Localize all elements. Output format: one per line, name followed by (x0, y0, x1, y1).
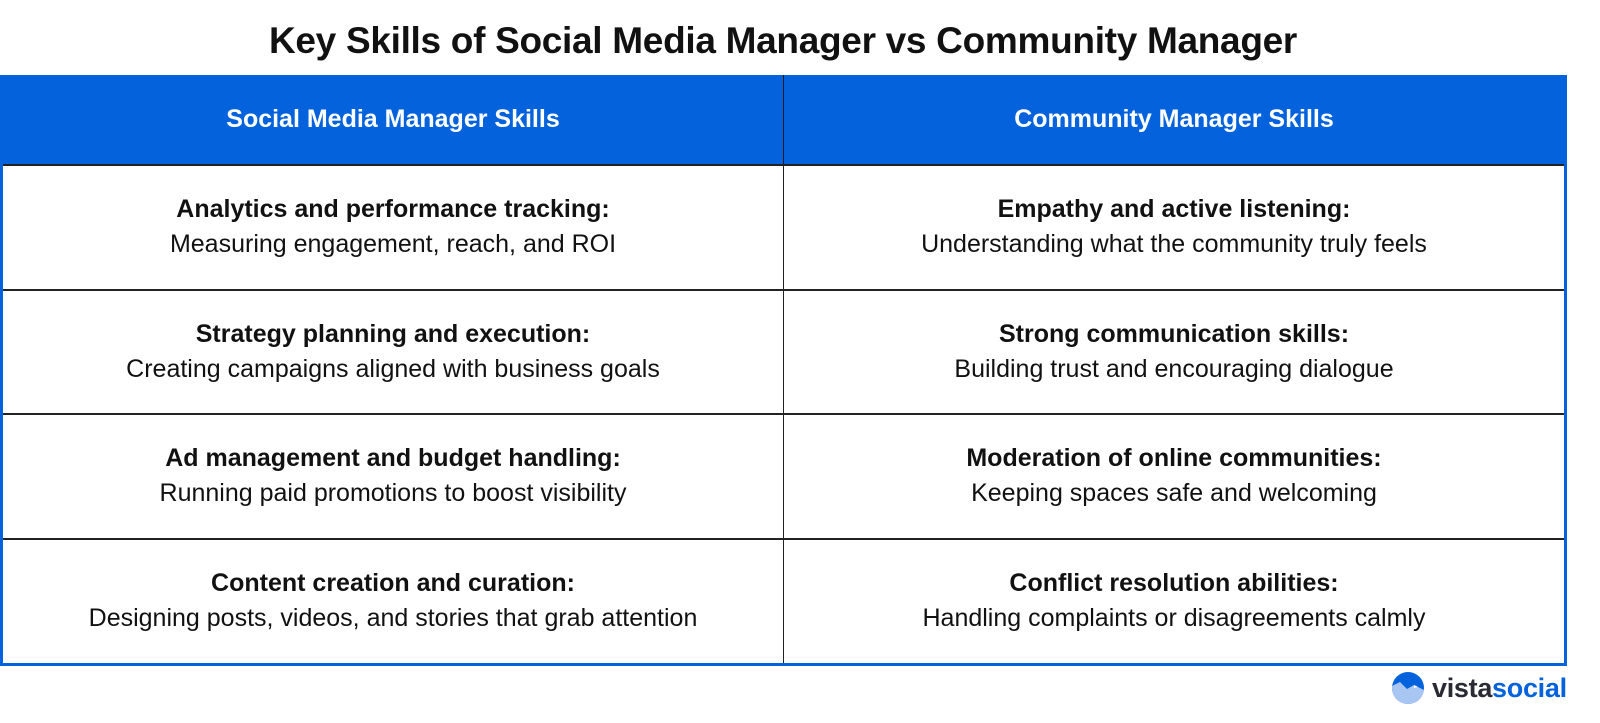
logo-text-social: social (1492, 672, 1567, 703)
skill-name: Conflict resolution abilities: (1009, 569, 1339, 598)
mountain-circle-icon (1392, 672, 1424, 704)
community-skill-cell: Empathy and active listening: Understandi… (783, 164, 1564, 290)
social-media-skill-cell: Ad management and budget handling: Runnin… (3, 413, 784, 539)
skill-description: Building trust and encouraging dialogue (954, 354, 1394, 383)
skill-description: Measuring engagement, reach, and ROI (169, 230, 617, 259)
community-skill-cell: Strong communication skills: Building tru… (783, 288, 1564, 414)
skill-description: Understanding what the community truly f… (921, 230, 1427, 259)
logo-text-vista: vista (1432, 672, 1493, 703)
social-media-skill-cell: Strategy planning and execution: Creating… (3, 288, 784, 414)
skill-description: Running paid promotions to boost visibil… (159, 479, 627, 508)
table-row: Content creation and curation: Designing … (3, 537, 1564, 663)
table-row: Analytics and performance tracking: Measu… (3, 164, 1564, 290)
skill-name: Empathy and active listening: (997, 195, 1351, 224)
social-media-skill-cell: Analytics and performance tracking: Measu… (3, 164, 784, 290)
skill-description: Designing posts, videos, and stories tha… (88, 604, 698, 633)
table-row: Strategy planning and execution: Creating… (3, 288, 1564, 414)
skill-description: Keeping spaces safe and welcoming (971, 479, 1377, 508)
social-media-skill-cell: Content creation and curation: Designing … (3, 537, 784, 663)
community-skill-cell: Moderation of online communities: Keeping… (783, 413, 1564, 539)
skill-name: Strong communication skills: (998, 319, 1350, 348)
skill-description: Handling complaints or disagreements cal… (922, 604, 1426, 633)
skill-name: Ad management and budget handling: (165, 444, 621, 473)
skills-table: Social Media Manager Skills Community Ma… (0, 75, 1567, 666)
skill-description: Creating campaigns aligned with business… (126, 354, 660, 383)
table-row: Ad management and budget handling: Runnin… (3, 413, 1564, 539)
header-social-media-manager: Social Media Manager Skills (3, 75, 784, 165)
skill-name: Moderation of online communities: (966, 444, 1382, 473)
community-skill-cell: Conflict resolution abilities: Handling c… (783, 537, 1564, 663)
skill-name: Strategy planning and execution: (195, 319, 591, 348)
header-community-manager: Community Manager Skills (783, 75, 1564, 165)
skill-name: Analytics and performance tracking: (176, 195, 610, 224)
page-title: Key Skills of Social Media Manager vs Co… (268, 20, 1298, 61)
skill-name: Content creation and curation: (211, 569, 575, 598)
vistasocial-logo: vistasocial (1392, 672, 1567, 704)
